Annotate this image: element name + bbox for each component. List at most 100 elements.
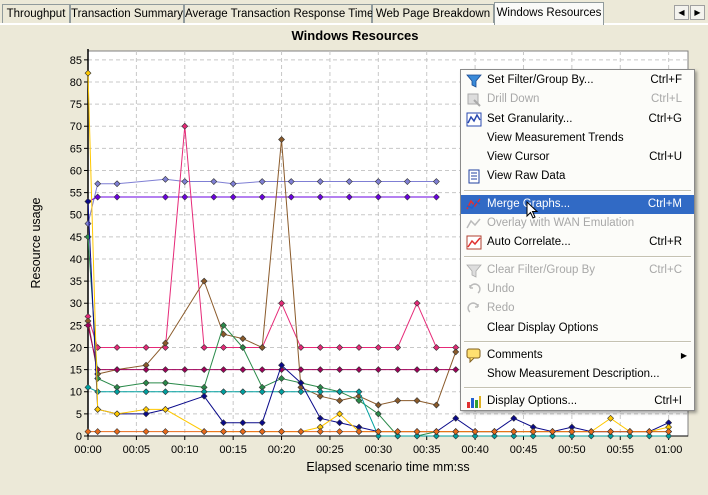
data-point	[549, 428, 556, 435]
data-point	[336, 410, 344, 418]
data-point	[413, 299, 421, 307]
menu-item-shortcut: Ctrl+R	[649, 236, 682, 249]
data-point	[113, 366, 121, 374]
data-point	[645, 428, 653, 435]
data-point	[374, 410, 382, 418]
data-point	[336, 388, 344, 396]
menu-item-set-filter-group-by[interactable]: Set Filter/Group By... Ctrl+F	[461, 71, 694, 90]
menu-item-label: View Raw Data	[487, 170, 566, 183]
menu-item-label: View Measurement Trends	[487, 131, 624, 144]
data-point	[287, 193, 295, 201]
granularity-icon	[466, 112, 482, 127]
data-point	[607, 428, 615, 435]
menu-item-view-cursor[interactable]: View Cursor Ctrl+U	[461, 148, 694, 167]
menu-item-set-granularity[interactable]: Set Granularity... Ctrl+G	[461, 110, 694, 129]
data-point	[394, 344, 402, 351]
data-point	[239, 428, 247, 435]
y-tick-label: 85	[70, 55, 82, 67]
data-point	[432, 193, 440, 201]
data-point	[336, 428, 344, 435]
data-point	[258, 193, 266, 201]
data-point	[200, 366, 208, 374]
data-point	[452, 366, 460, 374]
tab-web-page-breakdown[interactable]: Web Page Breakdown	[372, 4, 494, 24]
tab-scroll-right-icon[interactable]: ▶	[690, 5, 705, 20]
data-point	[491, 432, 498, 440]
data-point	[94, 193, 102, 201]
y-tick-label: 25	[70, 320, 82, 332]
y-tick-label: 20	[70, 342, 82, 354]
data-point	[94, 180, 102, 188]
menu-item-merge-graphs[interactable]: Merge Graphs... Ctrl+M	[461, 194, 694, 215]
y-tick-label: 50	[70, 210, 82, 222]
data-point	[258, 388, 266, 396]
tab-windows-resources[interactable]: Windows Resources	[494, 2, 604, 25]
y-tick-label: 80	[70, 77, 82, 89]
data-point	[374, 178, 382, 185]
data-point	[200, 428, 208, 435]
data-point	[278, 361, 285, 369]
menu-separator	[461, 253, 694, 261]
data-point	[181, 193, 189, 201]
menu-item-shortcut: Ctrl+F	[650, 74, 682, 86]
menu-item-view-measurement-trends[interactable]: View Measurement Trends	[461, 129, 694, 148]
menu-item-view-raw-data[interactable]: View Raw Data	[461, 167, 694, 186]
tab-average-transaction-response-time[interactable]: Average Transaction Response Time	[184, 4, 373, 24]
menu-item-shortcut: Ctrl+I	[654, 395, 682, 408]
data-point	[452, 348, 460, 356]
menu-item-shortcut: Ctrl+G	[648, 112, 682, 125]
x-tick-label: 00:05	[123, 444, 151, 456]
x-axis-label: Elapsed scenario time mm:ss	[306, 460, 469, 474]
context-menu: Set Filter/Group By... Ctrl+F Drill Down Ct…	[460, 69, 695, 411]
data-point	[142, 406, 150, 413]
menu-item-auto-correlate[interactable]: Auto Correlate... Ctrl+R	[461, 233, 694, 252]
y-tick-label: 60	[70, 165, 82, 177]
tab-scroll-left-icon[interactable]: ◀	[674, 5, 689, 20]
menu-separator	[461, 338, 694, 346]
data-point	[355, 388, 363, 396]
data-point	[471, 432, 479, 440]
data-point	[161, 344, 169, 351]
series-line	[87, 178, 437, 224]
tab-transaction-summary[interactable]: Transaction Summary	[70, 4, 184, 24]
data-point	[316, 392, 324, 400]
data-point	[403, 193, 411, 201]
data-point	[316, 428, 324, 435]
series-0	[84, 175, 440, 228]
x-tick-label: 00:45	[510, 444, 538, 456]
data-point	[161, 379, 169, 387]
data-point	[161, 388, 169, 396]
menu-item-shortcut: Ctrl+M	[647, 197, 682, 210]
data-point	[336, 419, 344, 427]
menu-item-clear-display-options[interactable]: Clear Display Options	[461, 319, 694, 338]
data-point	[229, 193, 237, 201]
x-tick-label: 00:55	[606, 444, 634, 456]
data-point	[297, 366, 305, 374]
data-point	[549, 432, 556, 440]
menu-item-label: Display Options...	[487, 395, 578, 408]
data-point	[161, 406, 169, 413]
data-point	[452, 432, 460, 440]
data-point	[297, 379, 305, 387]
data-point	[413, 397, 421, 405]
data-point	[84, 383, 92, 391]
menu-item-label: Set Granularity...	[487, 112, 573, 125]
y-axis-label: Resource usage	[29, 197, 43, 288]
data-point	[287, 178, 295, 185]
x-tick-label: 00:25	[316, 444, 344, 456]
data-point	[278, 428, 285, 435]
menu-item-label: Undo	[487, 282, 515, 295]
y-tick-label: 55	[70, 188, 82, 200]
data-point	[278, 388, 285, 396]
tab-throughput[interactable]: Throughput	[2, 4, 70, 24]
menu-item-comments[interactable]: Comments ▶	[461, 346, 694, 365]
menu-item-display-options[interactable]: Display Options... Ctrl+I	[461, 392, 694, 411]
series-3	[84, 136, 460, 409]
data-point	[607, 432, 615, 440]
series-6	[84, 383, 673, 440]
data-point	[403, 178, 411, 185]
data-point	[142, 379, 150, 387]
menu-item-show-measurement-description[interactable]: Show Measurement Description...	[461, 365, 694, 384]
y-tick-label: 45	[70, 232, 82, 244]
data-point	[316, 193, 324, 201]
